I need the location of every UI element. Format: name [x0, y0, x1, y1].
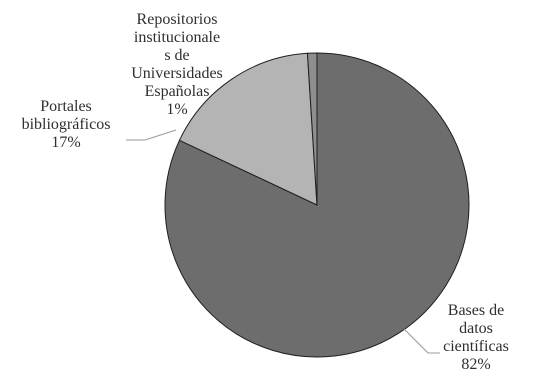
slice-label-bases: Bases de datos científicas 82% [443, 302, 509, 373]
slice-repositorios [306, 52, 318, 206]
slice-label-portales: Portales bibliográficos 17% [21, 98, 111, 151]
slice-portales [178, 52, 318, 206]
pie-slices [164, 52, 470, 358]
leader-lines [126, 129, 440, 354]
slice-label-repositorios: Repositorios institucionale s de Univers… [131, 11, 223, 118]
leader-line-bases [403, 328, 440, 354]
leader-line-portales [126, 129, 177, 141]
